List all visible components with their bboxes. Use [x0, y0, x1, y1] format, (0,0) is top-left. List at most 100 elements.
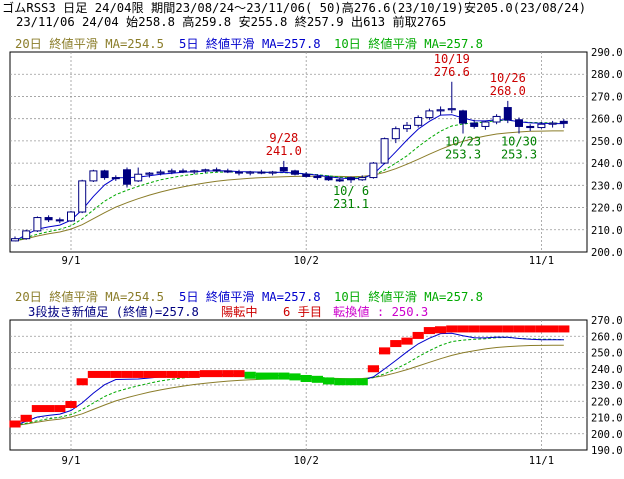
- brick: [412, 331, 424, 339]
- candle-body: [134, 173, 143, 182]
- candle-body: [33, 217, 42, 232]
- candle: [22, 229, 31, 240]
- candle-body: [481, 121, 490, 127]
- bottom-grid: [10, 320, 587, 450]
- bottom-y-axis: 190.0 200.0 210.0 220.0 230.0 240.0 250.0 260.0…: [591, 315, 623, 457]
- brick: [435, 326, 447, 334]
- bottom-y-tick-label: 260.0: [591, 331, 623, 343]
- brick: [323, 377, 335, 385]
- candle-body: [358, 177, 367, 181]
- candle: [123, 167, 131, 188]
- brick: [267, 372, 279, 380]
- brick: [278, 372, 290, 380]
- candle: [179, 168, 187, 174]
- candle: [111, 175, 120, 181]
- candle: [246, 170, 255, 176]
- candle-body: [179, 170, 187, 173]
- brick: [502, 325, 514, 333]
- candle-body: [470, 122, 479, 127]
- candle-body: [89, 170, 98, 182]
- brick: [211, 370, 223, 378]
- candle-body: [503, 107, 512, 121]
- brick: [188, 370, 200, 378]
- candle-body: [55, 219, 64, 222]
- candle: [100, 169, 109, 180]
- candle: [559, 119, 568, 128]
- top-legend-ma5: 5日 終値平滑 MA=257.8: [179, 36, 321, 51]
- brick: [423, 327, 435, 335]
- candle-body: [212, 169, 221, 172]
- candle: [492, 114, 501, 125]
- candle: [212, 167, 221, 172]
- candle-body: [515, 119, 523, 127]
- candle: [391, 126, 400, 144]
- annotation-date: 10/ 6: [333, 184, 369, 198]
- brick: [255, 372, 267, 380]
- brick: [233, 370, 245, 378]
- bottom-legend-ma10: 10日 終値平滑 MA=257.8: [334, 289, 483, 304]
- ma20-line: [14, 130, 564, 242]
- top-legend-ma20: 20日 終値平滑 MA=254.5: [15, 36, 164, 51]
- brick: [547, 325, 559, 333]
- annotation-date: 10/23: [445, 135, 481, 149]
- candle: [403, 122, 411, 132]
- candle: [268, 170, 277, 176]
- candle: [167, 168, 176, 175]
- bottom-y-tick-label: 240.0: [591, 364, 623, 376]
- brick: [31, 405, 43, 413]
- annotation-value: 253.3: [445, 148, 481, 162]
- candle: [78, 179, 87, 214]
- top-legend-ma10: 10日 終値平滑 MA=257.8: [334, 36, 483, 51]
- brick: [143, 370, 155, 378]
- candle-body: [235, 171, 243, 174]
- bottom-subtitle-prefix: 3段抜き新値足 (終値)=257.8: [28, 304, 199, 319]
- candle: [190, 169, 199, 175]
- brick: [121, 370, 133, 378]
- bottom-x-tick-label: 9/1: [62, 455, 81, 467]
- bottom-subtitle-turn: 転換値 : 250.3: [333, 304, 428, 319]
- candle: [436, 106, 445, 116]
- bottom-legend-ma20: 20日 終値平滑 MA=254.5: [15, 289, 164, 304]
- candle: [89, 169, 98, 182]
- bottom-y-tick-label: 200.0: [591, 429, 623, 441]
- candle: [302, 172, 311, 178]
- candle-body: [380, 138, 389, 164]
- candle-body: [548, 122, 557, 125]
- candle-body: [436, 109, 445, 112]
- candle: [235, 169, 243, 176]
- candle: [414, 115, 423, 128]
- candle-body: [257, 171, 266, 174]
- brick: [244, 371, 256, 379]
- brick: [177, 370, 189, 378]
- brick: [300, 375, 312, 382]
- top-y-tick-label: 270.0: [591, 91, 623, 103]
- candle: [515, 117, 523, 134]
- candle: [447, 81, 456, 114]
- candle: [55, 217, 64, 224]
- annotation-value: 268.0: [490, 84, 526, 98]
- candle-body: [313, 175, 322, 179]
- bottom-y-tick-label: 190.0: [591, 445, 623, 457]
- candlesticks: [11, 81, 568, 242]
- candle-body: [167, 170, 176, 173]
- bottom-x-tick-label: 11/1: [529, 455, 554, 467]
- candle-body: [201, 169, 210, 172]
- candle: [548, 120, 557, 128]
- header-line2: 23/11/06 24/04 始258.8 高259.8 安255.8 終257…: [16, 14, 446, 29]
- annotation-value: 231.1: [333, 197, 369, 211]
- brick: [222, 370, 234, 378]
- brick: [99, 370, 111, 378]
- candle: [470, 119, 479, 129]
- brick: [9, 420, 21, 428]
- brick: [110, 370, 122, 378]
- brick: [87, 370, 99, 378]
- brick: [345, 378, 357, 386]
- candle: [526, 124, 535, 131]
- bottom-subtitle-step: 6 手目: [283, 305, 322, 319]
- top-x-tick-label: 10/2: [294, 255, 319, 267]
- candle-body: [246, 171, 255, 174]
- candle: [459, 109, 467, 134]
- bottom-subtitle-state: 陽転中: [221, 304, 258, 319]
